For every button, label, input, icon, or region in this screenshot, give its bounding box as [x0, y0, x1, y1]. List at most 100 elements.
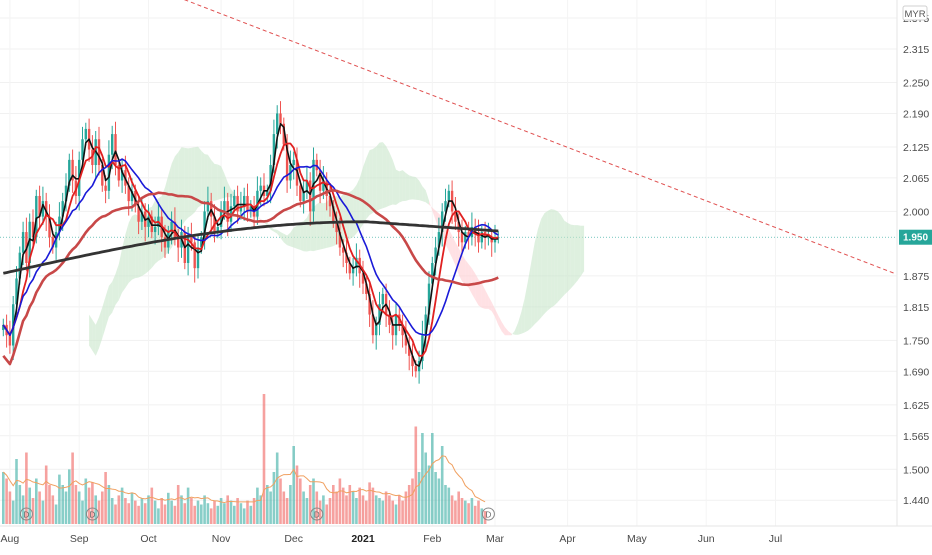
- cloud-segment: [194, 146, 198, 213]
- candle-body: [107, 154, 111, 191]
- candle-body: [97, 139, 101, 166]
- candle-body: [282, 123, 285, 145]
- candle-body: [190, 237, 193, 243]
- volume-bar: [206, 503, 210, 524]
- candle-body: [351, 268, 355, 274]
- volume-bar: [35, 478, 38, 524]
- volume-bar: [457, 491, 460, 524]
- volume-bar: [107, 485, 111, 524]
- cloud-segment: [547, 209, 552, 311]
- cloud-segment: [508, 331, 512, 336]
- x-tick-label: Oct: [140, 533, 156, 545]
- cloud-segment: [382, 142, 387, 209]
- candle-body: [18, 252, 21, 279]
- x-tick-label: Jun: [698, 533, 715, 545]
- volume-bar: [61, 485, 64, 524]
- volume-bar: [200, 504, 203, 524]
- candle-body: [21, 232, 25, 253]
- volume-bar: [44, 465, 48, 524]
- volume-bar: [213, 500, 216, 524]
- candle-body: [361, 273, 365, 284]
- cloud-segment: [231, 189, 235, 198]
- volume-bar: [68, 469, 71, 524]
- cloud-segment: [567, 222, 571, 292]
- candle-body: [454, 211, 457, 222]
- candle-body: [101, 165, 104, 186]
- trendline[interactable]: [145, 0, 895, 274]
- cloud-segment: [465, 259, 469, 288]
- candle-body: [51, 237, 54, 248]
- volume-bar: [134, 500, 137, 524]
- candle-body: [243, 195, 246, 207]
- price-axis[interactable]: 2.3752.3152.2502.1902.1252.0652.0001.875…: [903, 13, 929, 507]
- candle-body: [388, 314, 391, 325]
- cloud-segment: [574, 225, 578, 285]
- volume-bar: [378, 498, 381, 524]
- y-tick-label: 1.690: [903, 366, 929, 378]
- volume-bar: [74, 485, 78, 524]
- cloud-segment: [488, 296, 492, 312]
- volume-bar: [242, 508, 246, 524]
- volume-bar: [124, 498, 127, 524]
- cloud-segment: [577, 225, 581, 281]
- volume-bar: [374, 495, 378, 524]
- cloud-segment: [415, 177, 420, 201]
- cloud-segment: [376, 142, 380, 212]
- cloud-segment: [287, 232, 291, 247]
- candle-body: [285, 144, 289, 181]
- candle-body: [375, 324, 378, 336]
- candle-body: [35, 195, 38, 238]
- candle-body: [381, 293, 384, 305]
- candle-body: [302, 190, 305, 202]
- x-tick-label: May: [627, 533, 648, 545]
- cloud-segment: [429, 200, 433, 211]
- candle-body: [322, 180, 325, 191]
- candle-body: [437, 232, 441, 248]
- candle-body: [404, 335, 408, 346]
- candle-body: [424, 314, 427, 336]
- candle-body: [210, 201, 213, 217]
- volume-bar: [279, 478, 282, 524]
- cloud-segment: [356, 178, 360, 234]
- volume-bar: [318, 500, 322, 524]
- dividend-marker-label: D: [486, 511, 492, 520]
- time-axis[interactable]: Aug Sep Oct Nov Dec 2021 Feb Mar Apr May Jun Jul: [1, 533, 783, 545]
- candle-body: [434, 247, 437, 263]
- candle-body: [355, 257, 358, 269]
- dividend-marker: [310, 507, 324, 521]
- volume-bar: [196, 500, 200, 524]
- dividend-marker: [19, 507, 33, 521]
- volume-bar: [384, 491, 388, 524]
- last-price-label: 1.950: [903, 233, 928, 244]
- volume-bar: [31, 498, 35, 524]
- candle-body: [480, 232, 483, 243]
- candle-body: [203, 211, 206, 238]
- cloud-segment: [570, 224, 575, 289]
- candle-body: [216, 226, 219, 233]
- cloud-segment: [95, 317, 99, 356]
- dividend-marker-label: D: [90, 511, 96, 520]
- volume-bar: [170, 500, 173, 524]
- x-tick-label: Mar: [486, 533, 505, 545]
- cloud-segment: [280, 232, 284, 243]
- cloud-segment: [518, 311, 522, 335]
- cloud-segment: [224, 173, 228, 198]
- cloud-segment: [462, 254, 466, 285]
- currency-badge[interactable]: MYR: [902, 5, 928, 21]
- candle-body: [206, 201, 210, 212]
- cloud-segment: [178, 147, 182, 235]
- volume-bar: [388, 495, 391, 524]
- cloud-segment: [491, 302, 495, 317]
- cloud-segment: [353, 185, 357, 238]
- candle-body: [239, 206, 243, 212]
- candle-body: [447, 190, 450, 202]
- cloud-segment: [217, 164, 222, 200]
- candle-body: [421, 335, 424, 361]
- volume-bar: [480, 508, 484, 524]
- candle-body: [371, 314, 375, 336]
- candle-body: [140, 211, 144, 222]
- cloud-segment: [214, 163, 218, 201]
